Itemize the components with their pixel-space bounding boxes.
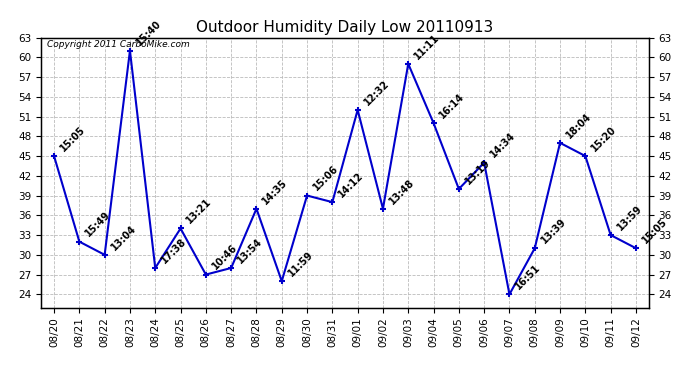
Text: 13:21: 13:21 bbox=[185, 197, 214, 226]
Text: 11:59: 11:59 bbox=[286, 249, 315, 278]
Text: 17:38: 17:38 bbox=[159, 236, 188, 265]
Text: 16:51: 16:51 bbox=[513, 262, 542, 291]
Text: 15:05: 15:05 bbox=[58, 124, 87, 153]
Text: 15:05: 15:05 bbox=[640, 216, 669, 246]
Text: 13:59: 13:59 bbox=[615, 203, 644, 232]
Text: 11:11: 11:11 bbox=[413, 32, 442, 61]
Text: Copyright 2011 CarboMike.com: Copyright 2011 CarboMike.com bbox=[48, 40, 190, 49]
Text: 15:06: 15:06 bbox=[311, 164, 340, 193]
Text: 18:04: 18:04 bbox=[564, 111, 593, 140]
Text: 13:48: 13:48 bbox=[387, 177, 416, 206]
Text: 12:32: 12:32 bbox=[362, 78, 391, 107]
Text: 16:14: 16:14 bbox=[437, 92, 466, 120]
Text: 13:39: 13:39 bbox=[539, 216, 568, 246]
Text: 14:34: 14:34 bbox=[489, 131, 518, 160]
Text: 13:19: 13:19 bbox=[463, 157, 492, 186]
Text: 14:35: 14:35 bbox=[261, 177, 290, 206]
Text: 14:12: 14:12 bbox=[337, 170, 366, 200]
Title: Outdoor Humidity Daily Low 20110913: Outdoor Humidity Daily Low 20110913 bbox=[197, 20, 493, 35]
Text: 10:46: 10:46 bbox=[210, 243, 239, 272]
Text: 15:20: 15:20 bbox=[589, 124, 618, 153]
Text: 15:40: 15:40 bbox=[134, 19, 163, 48]
Text: 15:49: 15:49 bbox=[83, 210, 112, 239]
Text: 13:04: 13:04 bbox=[109, 223, 138, 252]
Text: 13:54: 13:54 bbox=[235, 236, 264, 265]
